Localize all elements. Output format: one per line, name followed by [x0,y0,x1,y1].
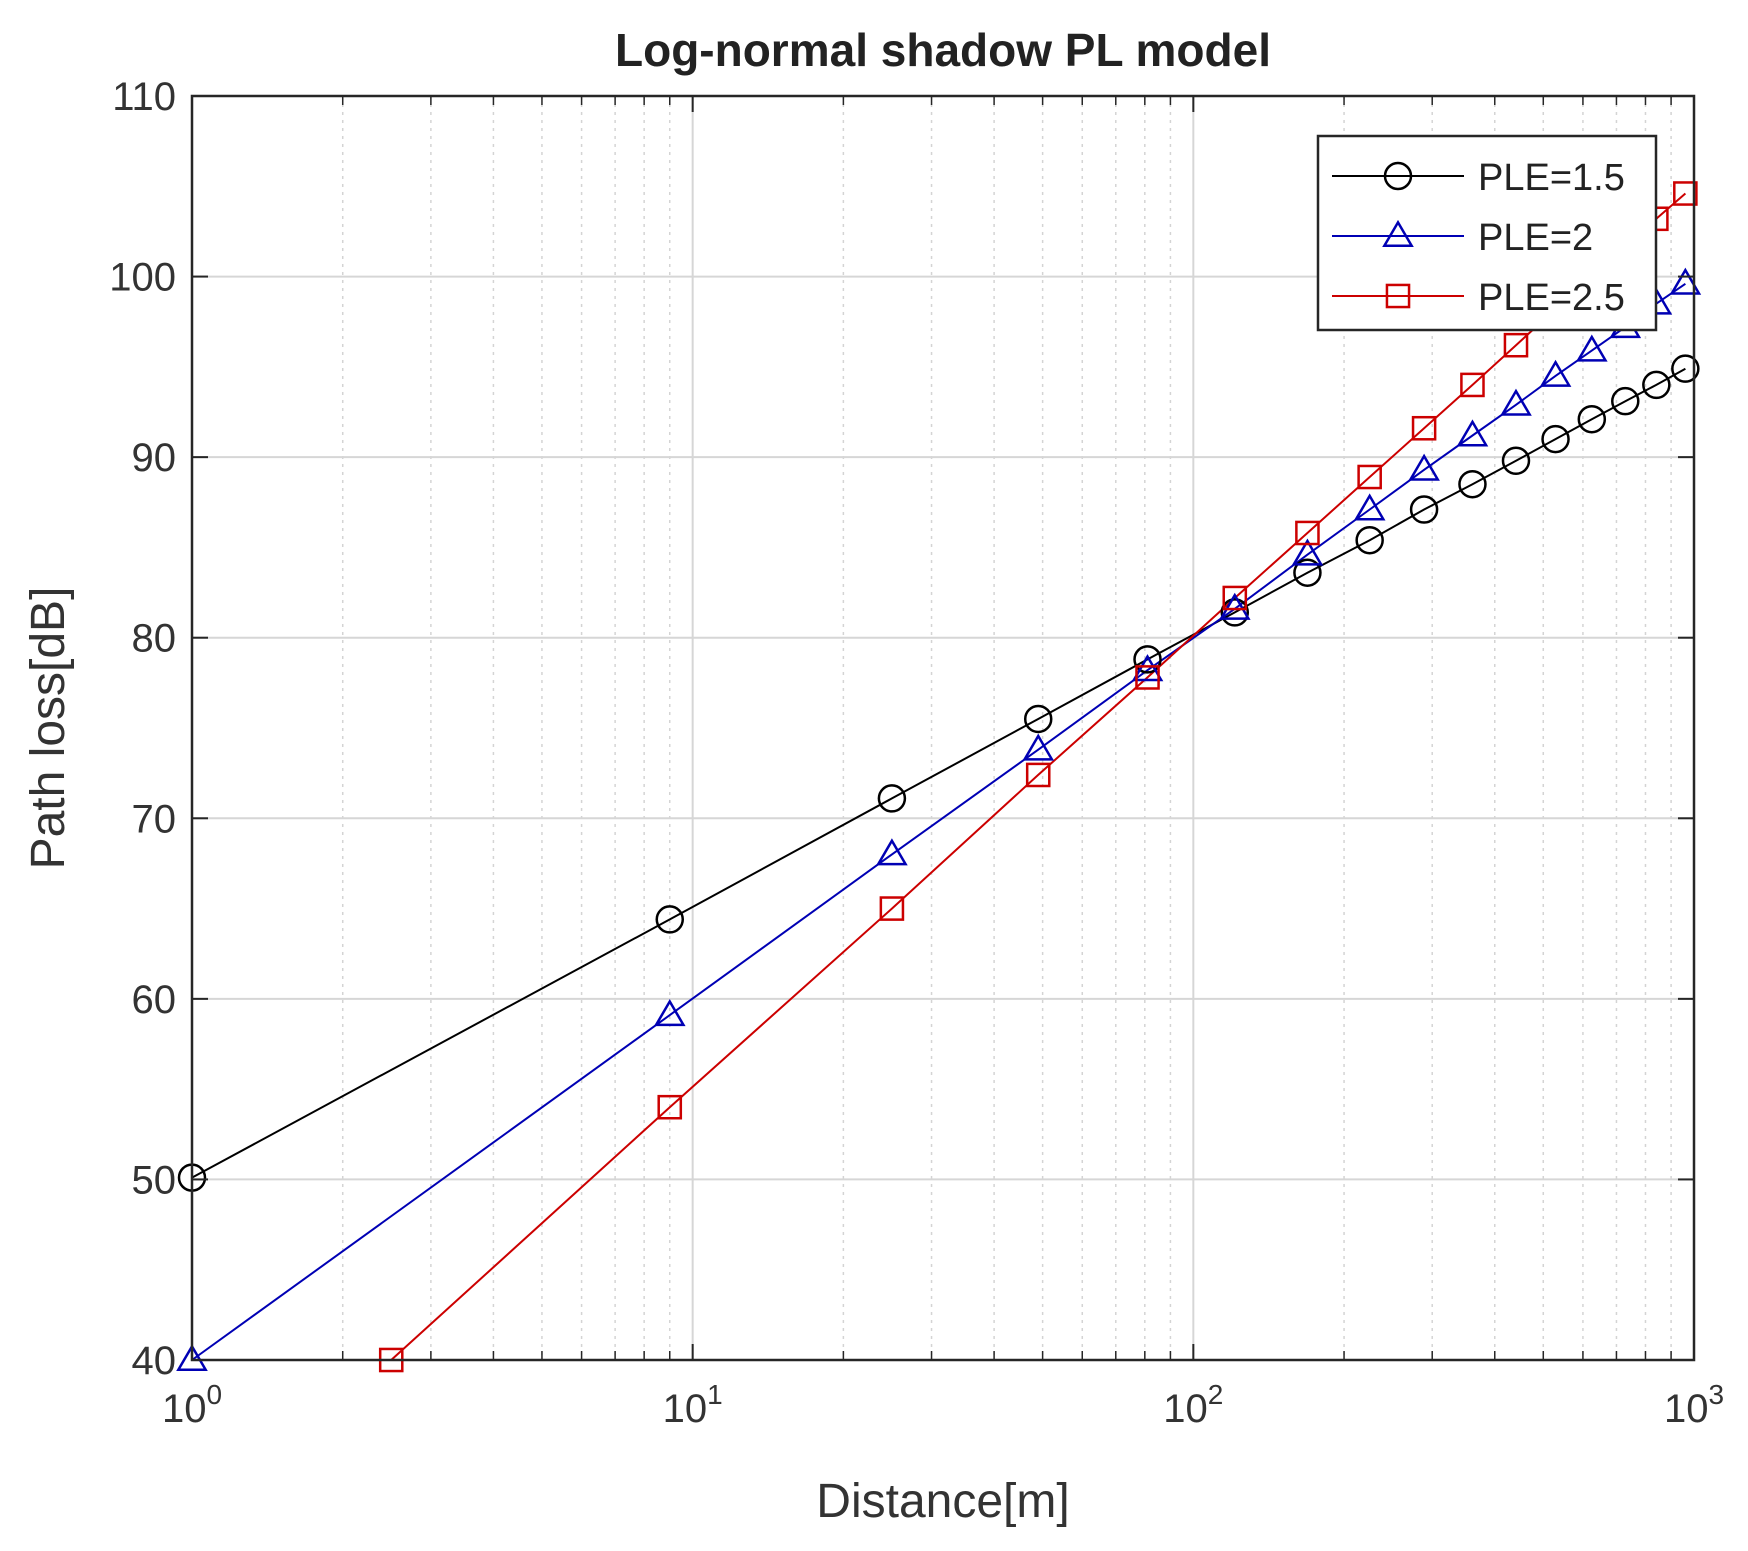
ticks [191,95,1695,1361]
legend: PLE=1.5 PLE=2 PLE=2.5 [1316,134,1658,332]
legend-label-3: PLE=2.5 [1478,277,1625,319]
series-line-1 [191,367,1686,1179]
data-point-series-1 [1642,370,1671,400]
data-point-series-1 [1409,495,1439,524]
series-line-2 [191,282,1686,1361]
y-tick-label: 80 [132,617,177,661]
data-point-series-3 [1460,372,1485,398]
data-point-series-1 [1023,704,1053,734]
data-point-series-3 [1673,181,1698,206]
data-point-series-1 [1501,446,1531,476]
data-point-series-2 [1575,334,1608,362]
data-point-series-2 [1291,538,1324,566]
data-point-series-3 [1411,415,1437,441]
data-point-series-2 [1353,493,1386,521]
data-point-series-1 [877,784,907,813]
data-point-series-3 [657,1094,683,1120]
y-tick-label: 40 [132,1339,177,1383]
data-point-series-1 [1133,645,1162,674]
data-point-series-1 [655,905,685,934]
data-point-series-3 [1025,762,1051,788]
data-point-series-2 [1539,359,1572,387]
y-tick-label: 70 [132,797,177,841]
legend-box [1316,134,1658,332]
y-tick-label: 50 [132,1158,177,1202]
legend-label-2: PLE=2 [1478,217,1593,259]
data-point-series-2 [1022,733,1055,761]
data-point-series-1 [1355,525,1384,555]
data-point-series-3 [1503,332,1529,358]
data-point-series-1 [1611,386,1640,416]
data-point-series-2 [876,838,908,866]
y-tick-label: 90 [132,436,177,480]
legend-marker-3 [1385,283,1411,309]
y-tick-label: 100 [109,256,176,300]
data-point-series-2 [1131,654,1164,682]
data-point-series-2 [1500,388,1532,416]
data-point-series-1 [1458,469,1487,499]
data-point-series-2 [1218,592,1251,620]
legend-marker-1 [1383,161,1413,191]
data-point-series-1 [1541,424,1570,454]
y-tick-label: 60 [132,978,177,1022]
data-point-series-2 [653,998,686,1027]
data-point-series-2 [1669,267,1702,295]
data-point-series-1 [1577,404,1607,434]
x-tick-label: 101 [663,1379,723,1431]
series-markers [176,181,1702,1373]
data-point-series-2 [1456,419,1489,447]
chart-title: Log-normal shadow PL model [615,24,1271,76]
data-point-series-1 [1220,598,1250,627]
legend-label-1: PLE=1.5 [1478,157,1625,199]
data-point-series-3 [1222,585,1248,611]
x-axis-label: Distance[m] [816,1475,1069,1528]
data-point-series-1 [1293,558,1322,587]
y-axis-label: Path loss[dB] [22,587,75,870]
data-point-series-2 [176,1343,208,1371]
y-tick-label: 110 [112,75,176,119]
data-point-series-3 [1135,665,1160,690]
data-point-series-3 [1357,464,1382,490]
data-point-series-3 [879,896,905,921]
legend-marker-2 [1382,219,1414,247]
plot-frame [190,94,1696,1362]
data-point-series-3 [1295,520,1320,546]
data-point-series-2 [1408,453,1440,481]
data-point-series-1 [1671,354,1700,383]
